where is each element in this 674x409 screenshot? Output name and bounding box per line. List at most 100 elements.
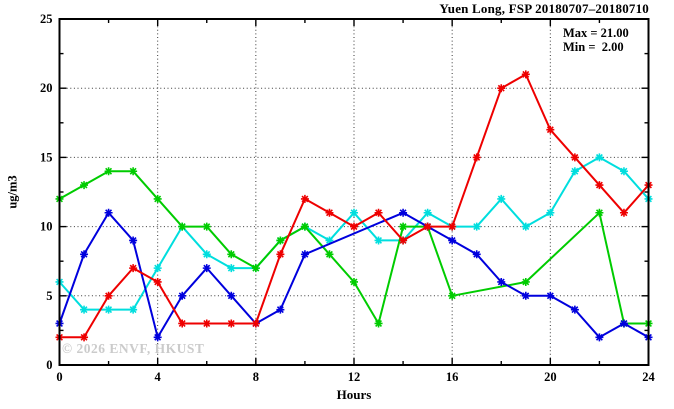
marker-green — [80, 181, 89, 190]
marker-cyan — [423, 208, 432, 217]
marker-cyan — [350, 208, 358, 217]
marker-green — [595, 208, 604, 217]
marker-green — [300, 222, 309, 231]
max-value-label: Max = 21.00 — [563, 26, 629, 40]
x-tick-label: 12 — [348, 370, 361, 384]
marker-red — [423, 222, 432, 231]
marker-red — [153, 277, 162, 286]
x-axis-label: Hours — [336, 387, 372, 402]
marker-red — [276, 250, 285, 259]
marker-green — [227, 250, 236, 259]
marker-red — [325, 208, 334, 217]
marker-blue — [153, 333, 162, 342]
x-tick-label: 0 — [56, 370, 62, 384]
marker-cyan — [546, 208, 555, 217]
marker-green — [202, 222, 211, 231]
marker-blue — [497, 277, 506, 286]
marker-red — [570, 153, 579, 162]
marker-cyan — [325, 236, 334, 245]
marker-blue — [521, 291, 530, 300]
marker-cyan — [153, 264, 162, 273]
marker-red — [448, 222, 457, 231]
marker-green — [448, 291, 457, 300]
marker-blue — [276, 305, 285, 314]
marker-cyan — [80, 305, 89, 314]
watermark: © 2026 ENVF, HKUST — [62, 341, 205, 356]
x-tick-label: 24 — [642, 370, 655, 384]
marker-green — [129, 167, 138, 176]
marker-blue — [472, 250, 481, 259]
marker-cyan — [227, 264, 236, 273]
marker-blue — [104, 208, 113, 217]
marker-red — [619, 208, 628, 217]
axis-ticks — [59, 19, 649, 365]
y-tick-label: 5 — [46, 289, 52, 303]
marker-cyan — [374, 236, 383, 245]
marker-cyan — [619, 167, 628, 176]
min-value-label: Min = 2.00 — [563, 40, 624, 54]
plot-border — [58, 18, 650, 366]
marker-green — [350, 277, 358, 286]
marker-red — [104, 291, 113, 300]
marker-cyan — [202, 250, 211, 259]
marker-blue — [129, 236, 138, 245]
max-min-annotation: Max = 21.00 Min = 2.00 — [563, 26, 629, 54]
y-axis-label: ug/m3 — [5, 175, 20, 209]
marker-red — [129, 264, 138, 273]
marker-blue — [227, 291, 236, 300]
marker-cyan — [129, 305, 138, 314]
marker-red — [472, 153, 481, 162]
x-tick-label: 16 — [446, 370, 459, 384]
marker-green — [276, 236, 285, 245]
marker-blue — [80, 250, 89, 259]
marker-green — [251, 264, 260, 273]
y-tick-label: 20 — [40, 81, 53, 95]
x-tick-label: 8 — [253, 370, 259, 384]
gridlines — [59, 19, 649, 365]
series-blue — [55, 208, 653, 342]
marker-red — [178, 319, 187, 328]
y-tick-label: 10 — [40, 220, 53, 234]
marker-green — [399, 222, 408, 231]
marker-blue — [399, 208, 408, 217]
marker-red — [300, 194, 309, 203]
marker-blue — [595, 333, 604, 342]
marker-green — [325, 250, 334, 259]
marker-cyan — [570, 167, 579, 176]
marker-red — [399, 236, 408, 245]
marker-red — [521, 70, 530, 79]
marker-green — [104, 167, 113, 176]
marker-green — [153, 194, 162, 203]
marker-cyan — [497, 194, 506, 203]
marker-blue — [300, 250, 309, 259]
marker-green — [374, 319, 383, 328]
marker-red — [227, 319, 236, 328]
marker-cyan — [472, 222, 481, 231]
marker-blue — [202, 264, 211, 273]
marker-cyan — [595, 153, 604, 162]
tick-labels: 0 4 8 12 16 20 24 0 5 10 15 20 25 — [40, 12, 656, 384]
x-tick-label: 4 — [155, 370, 162, 384]
marker-cyan — [104, 305, 113, 314]
marker-red — [595, 181, 604, 190]
y-tick-label: 0 — [46, 358, 52, 372]
marker-blue — [570, 305, 579, 314]
y-tick-label: 15 — [40, 150, 53, 164]
marker-blue — [546, 291, 555, 300]
marker-red — [202, 319, 211, 328]
x-tick-label: 20 — [544, 370, 557, 384]
y-tick-label: 25 — [40, 12, 53, 26]
marker-blue — [178, 291, 187, 300]
marker-red — [350, 222, 358, 231]
marker-red — [497, 84, 506, 93]
marker-green — [178, 222, 187, 231]
marker-red — [80, 333, 89, 342]
marker-red — [251, 319, 260, 328]
marker-cyan — [521, 222, 530, 231]
marker-red — [546, 125, 555, 134]
marker-blue — [619, 319, 628, 328]
marker-blue — [448, 236, 457, 245]
marker-green — [521, 277, 530, 286]
